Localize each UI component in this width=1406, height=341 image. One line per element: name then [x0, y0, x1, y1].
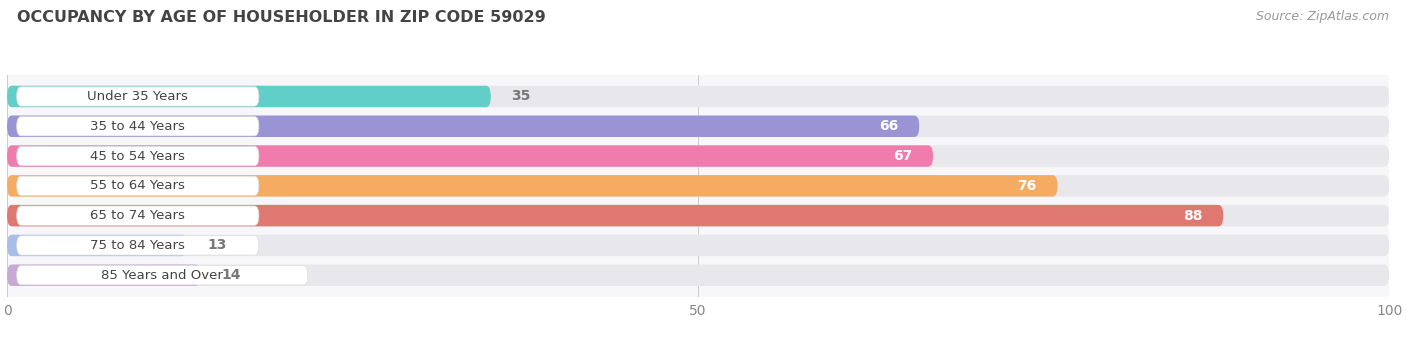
- Text: 65 to 74 Years: 65 to 74 Years: [90, 209, 186, 222]
- FancyBboxPatch shape: [7, 86, 491, 107]
- FancyBboxPatch shape: [7, 205, 1389, 226]
- FancyBboxPatch shape: [7, 116, 1389, 137]
- Text: 55 to 64 Years: 55 to 64 Years: [90, 179, 186, 192]
- Text: 14: 14: [221, 268, 240, 282]
- FancyBboxPatch shape: [17, 146, 259, 166]
- FancyBboxPatch shape: [7, 175, 1057, 196]
- Text: 35: 35: [512, 89, 531, 103]
- Text: 75 to 84 Years: 75 to 84 Years: [90, 239, 186, 252]
- FancyBboxPatch shape: [17, 206, 259, 225]
- FancyBboxPatch shape: [17, 87, 259, 106]
- FancyBboxPatch shape: [7, 235, 1389, 256]
- FancyBboxPatch shape: [7, 116, 920, 137]
- Text: 35 to 44 Years: 35 to 44 Years: [90, 120, 186, 133]
- Text: Under 35 Years: Under 35 Years: [87, 90, 188, 103]
- Text: 13: 13: [208, 238, 226, 252]
- FancyBboxPatch shape: [7, 205, 1223, 226]
- Text: 45 to 54 Years: 45 to 54 Years: [90, 150, 186, 163]
- Text: 66: 66: [879, 119, 898, 133]
- Text: 67: 67: [893, 149, 912, 163]
- FancyBboxPatch shape: [17, 176, 259, 195]
- FancyBboxPatch shape: [7, 265, 201, 286]
- FancyBboxPatch shape: [7, 175, 1389, 196]
- Text: OCCUPANCY BY AGE OF HOUSEHOLDER IN ZIP CODE 59029: OCCUPANCY BY AGE OF HOUSEHOLDER IN ZIP C…: [17, 10, 546, 25]
- FancyBboxPatch shape: [17, 117, 259, 136]
- FancyBboxPatch shape: [7, 145, 934, 167]
- FancyBboxPatch shape: [17, 266, 308, 285]
- Text: Source: ZipAtlas.com: Source: ZipAtlas.com: [1256, 10, 1389, 23]
- Text: 88: 88: [1182, 209, 1202, 223]
- FancyBboxPatch shape: [17, 236, 259, 255]
- Text: 76: 76: [1018, 179, 1036, 193]
- FancyBboxPatch shape: [7, 86, 1389, 107]
- FancyBboxPatch shape: [7, 235, 187, 256]
- Text: 85 Years and Over: 85 Years and Over: [101, 269, 224, 282]
- FancyBboxPatch shape: [7, 265, 1389, 286]
- FancyBboxPatch shape: [7, 145, 1389, 167]
